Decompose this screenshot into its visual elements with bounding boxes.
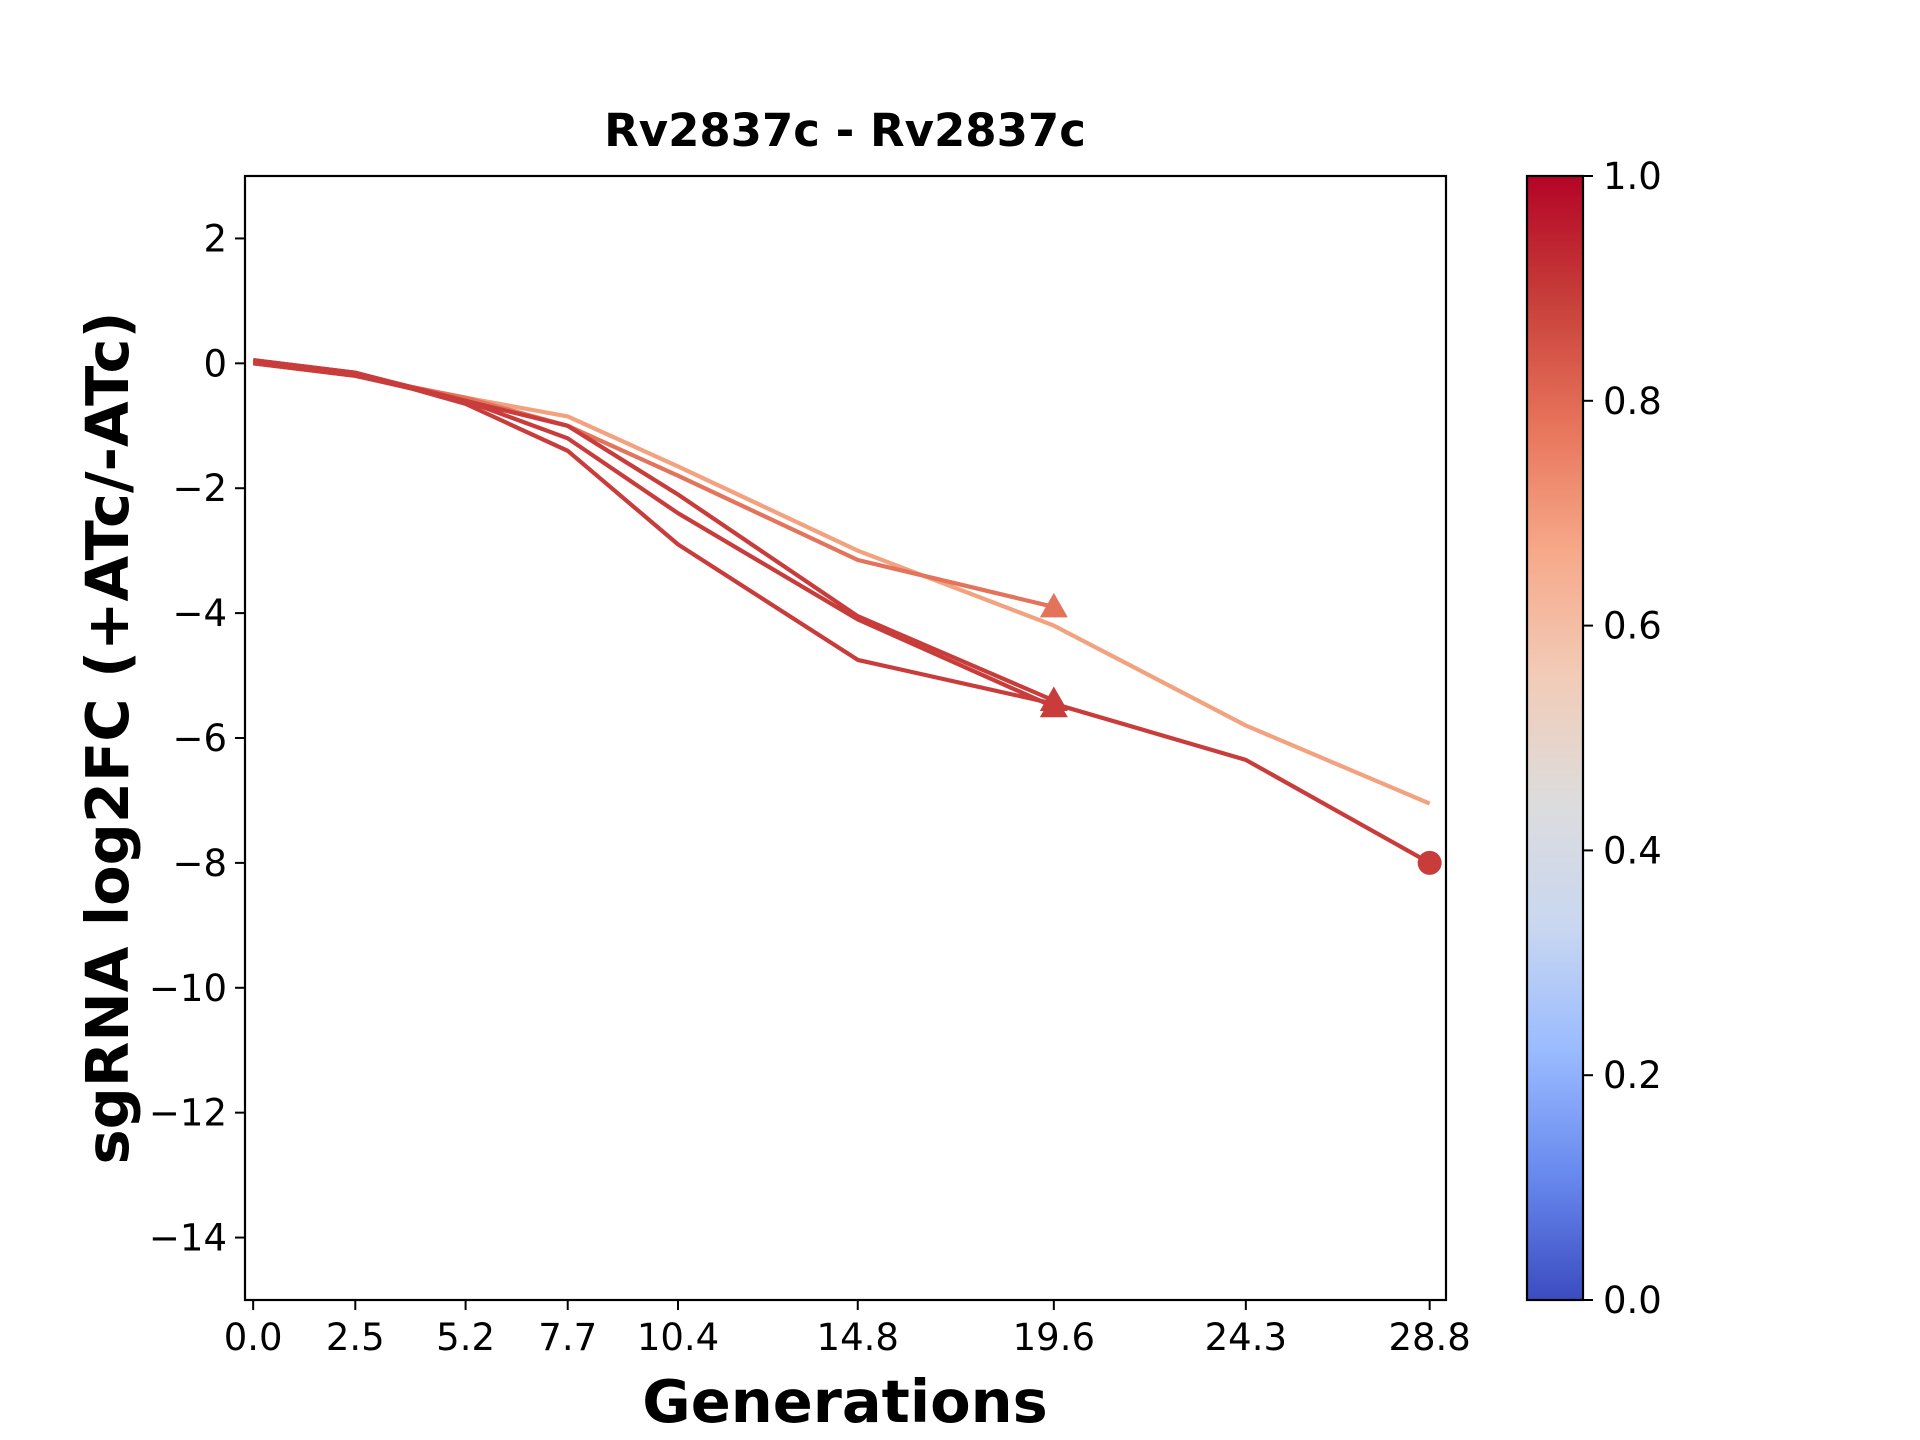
x-tick-label: 28.8 (1388, 1316, 1470, 1359)
colorbar-tick-label: 0.8 (1603, 380, 1662, 423)
x-tick-label: 0.0 (224, 1316, 283, 1359)
x-tick-label: 24.3 (1205, 1316, 1287, 1359)
y-tick-label: 0 (203, 342, 227, 385)
y-axis: 2 0 −2 −4 −6 −8 −10 −12 −14 (149, 217, 245, 1260)
series-line-3 (252, 361, 1055, 709)
plot-frame (243, 174, 1448, 1302)
y-tick-label: −10 (149, 967, 227, 1010)
y-tick-label: −4 (172, 592, 227, 635)
colorbar-tick-label: 1.0 (1603, 155, 1662, 198)
y-tick-label: −2 (172, 467, 227, 510)
colorbar-tick-label: 0.4 (1603, 829, 1662, 872)
y-tick-label: 2 (203, 217, 227, 260)
chart-title: Rv2837c - Rv2837c (604, 104, 1086, 157)
x-tick-label: 5.2 (436, 1316, 495, 1359)
x-tick-label: 7.7 (538, 1316, 597, 1359)
series-layer (252, 358, 1442, 875)
x-tick-label: 2.5 (326, 1316, 385, 1359)
series-end-marker-4 (1417, 850, 1442, 875)
y-tick-label: −14 (149, 1217, 227, 1260)
colorbar-tick-label: 0.2 (1603, 1054, 1662, 1097)
x-axis: 0.0 2.5 5.2 7.7 10.4 14.8 19.6 24.3 28.8 (224, 1300, 1471, 1359)
colorbar-tick-label: 0.6 (1603, 605, 1662, 648)
colorbar-tick-label: 0.0 (1603, 1279, 1662, 1322)
y-tick-label: −6 (172, 717, 227, 760)
y-tick-label: −12 (149, 1092, 227, 1135)
plot-area (245, 176, 1446, 1300)
x-tick-label: 19.6 (1013, 1316, 1095, 1359)
x-axis-label: Generations (642, 1367, 1047, 1436)
series-end-marker-1 (1039, 592, 1068, 618)
x-tick-label: 14.8 (817, 1316, 899, 1359)
y-axis-label: sgRNA log2FC (+ATc/-ATc) (73, 312, 142, 1165)
colorbar (1525, 174, 1585, 1302)
y-tick-label: −8 (172, 842, 227, 885)
series-line-4 (252, 358, 1431, 865)
colorbar-axis: 0.0 0.2 0.4 0.6 0.8 1.0 (1583, 155, 1662, 1322)
x-tick-label: 10.4 (637, 1316, 719, 1359)
